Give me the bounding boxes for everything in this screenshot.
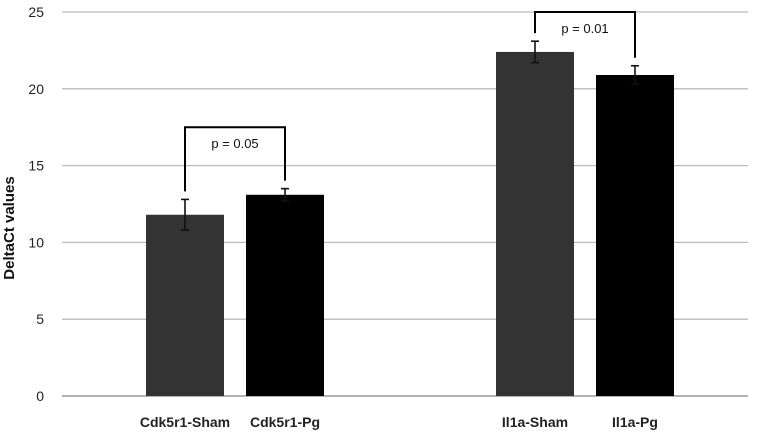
error-bar (181, 198, 189, 231)
error-bar (531, 40, 539, 64)
x-category-label: Cdk5r1-Pg (250, 414, 320, 430)
error-bars (181, 40, 639, 231)
y-tick-labels: 0 5 10 15 20 25 (28, 4, 44, 404)
y-axis-title: DeltaCt values (1, 176, 18, 279)
x-category-label: Cdk5r1-Sham (140, 414, 230, 430)
bar (596, 74, 674, 396)
y-tick-label: 0 (36, 388, 44, 404)
error-bar (631, 64, 639, 85)
x-category-label: Il1a-Sham (502, 414, 568, 430)
bracket-line (534, 11, 636, 58)
y-tick-label: 5 (36, 311, 44, 327)
y-tick-label: 20 (28, 81, 44, 97)
bracket-line (184, 126, 286, 192)
y-tick-label: 25 (28, 4, 44, 20)
p-value-label: p = 0.01 (561, 21, 608, 36)
error-bar (281, 187, 289, 202)
x-category-label: Il1a-Pg (612, 414, 658, 430)
significance-bracket: p = 0.01 (534, 11, 636, 58)
significance-bracket: p = 0.05 (184, 126, 286, 192)
x-category-labels: Cdk5r1-Sham Cdk5r1-Pg Il1a-Sham Il1a-Pg (140, 414, 658, 430)
p-value-label: p = 0.05 (211, 136, 258, 151)
significance-brackets: p = 0.05 p = 0.01 (184, 11, 636, 192)
y-tick-label: 15 (28, 158, 44, 174)
bar (496, 51, 574, 396)
bar (246, 194, 324, 396)
bar (146, 214, 224, 396)
bars (146, 51, 674, 396)
y-tick-label: 10 (28, 234, 44, 250)
